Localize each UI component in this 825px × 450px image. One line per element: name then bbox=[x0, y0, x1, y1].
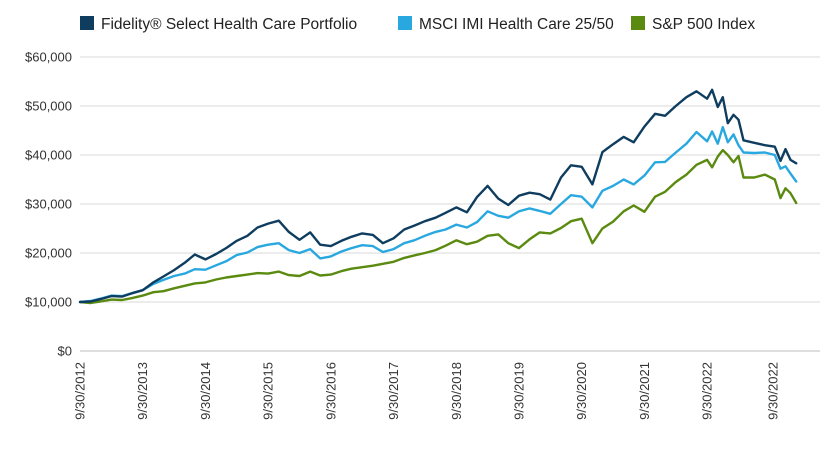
x-tick-label-3: 9/30/2015 bbox=[261, 362, 276, 420]
x-axis-tick-labels: 9/30/2012 9/30/2013 9/30/2014 9/30/2015 9/30… bbox=[73, 362, 781, 420]
series-line-1 bbox=[78, 125, 798, 304]
legend-label-fidelity: Fidelity® Select Health Care Portfolio bbox=[101, 16, 357, 33]
x-tick-label-10: 9/30/2022 bbox=[700, 362, 715, 420]
legend-swatch-msci bbox=[398, 16, 412, 30]
series-lines bbox=[78, 88, 798, 305]
gridlines bbox=[80, 56, 820, 303]
y-tick-label-2: $20,000 bbox=[25, 246, 72, 261]
x-tick-label-11: 9/30/2022 bbox=[765, 362, 780, 420]
series-line-0 bbox=[78, 88, 798, 304]
x-tick-label-6: 9/30/2018 bbox=[449, 362, 464, 420]
x-tick-label-5: 9/30/2017 bbox=[386, 362, 401, 420]
x-tick-label-9: 9/30/2021 bbox=[637, 362, 652, 420]
x-tick-label-2: 9/30/2014 bbox=[198, 362, 213, 420]
legend-label-msci: MSCI IMI Health Care 25/50 bbox=[419, 16, 614, 33]
x-tick-label-0: 9/30/2012 bbox=[73, 362, 88, 420]
y-tick-label-0: $0 bbox=[58, 344, 72, 359]
y-tick-label-1: $10,000 bbox=[25, 295, 72, 310]
x-tick-label-7: 9/30/2019 bbox=[511, 362, 526, 420]
x-tick-label-8: 9/30/2020 bbox=[574, 362, 589, 420]
legend: Fidelity® Select Health Care Portfolio M… bbox=[80, 16, 755, 33]
y-tick-label-6: $60,000 bbox=[25, 50, 72, 65]
legend-swatch-sp500 bbox=[631, 16, 645, 30]
y-tick-label-3: $30,000 bbox=[25, 197, 72, 212]
y-axis-tick-labels: $0 $10,000 $20,000 $30,000 $40,000 $50,000 $60… bbox=[25, 50, 72, 359]
y-tick-label-4: $40,000 bbox=[25, 148, 72, 163]
legend-swatch-fidelity bbox=[80, 16, 94, 30]
x-tick-label-1: 9/30/2013 bbox=[135, 362, 150, 420]
x-tick-label-4: 9/30/2016 bbox=[323, 362, 338, 420]
y-tick-label-5: $50,000 bbox=[25, 99, 72, 114]
series-line-2 bbox=[78, 148, 798, 305]
legend-label-sp500: S&P 500 Index bbox=[652, 16, 755, 33]
